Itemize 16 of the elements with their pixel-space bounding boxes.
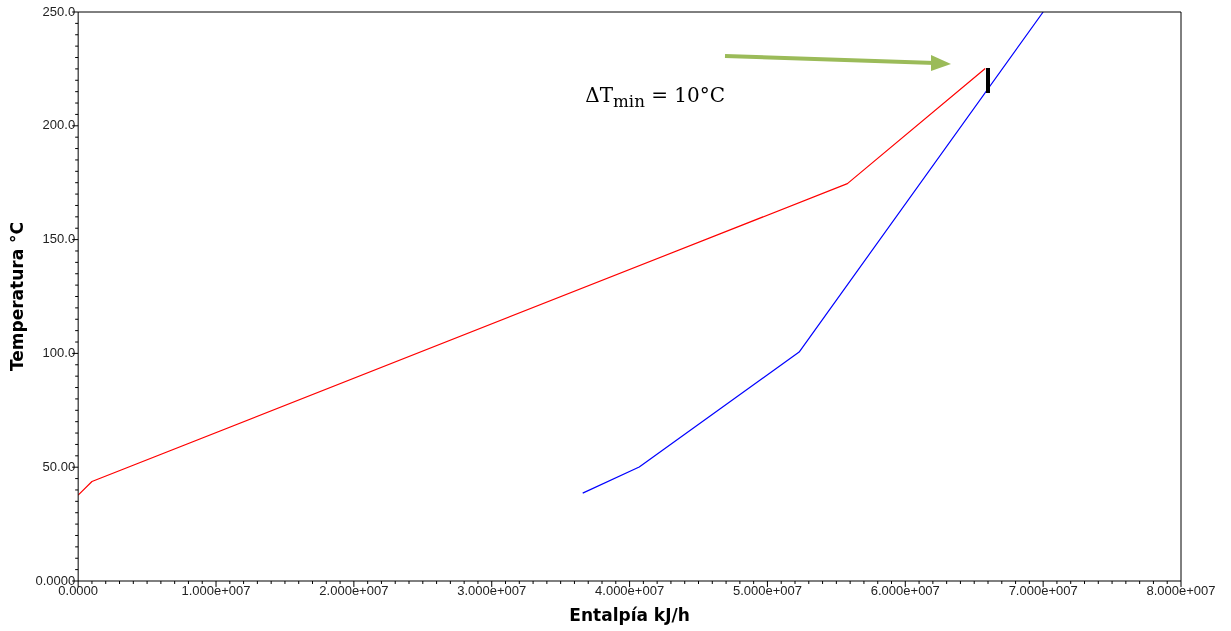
y-tick-label: 50.00 xyxy=(42,458,76,474)
y-tick-label: 100.0 xyxy=(42,344,76,360)
x-tick-label: 7.000e+007 xyxy=(1008,583,1078,599)
y-tick-label: 150.0 xyxy=(42,231,76,247)
x-tick-label: 2.000e+007 xyxy=(319,583,389,599)
x-axis-title: Entalpía kJ/h xyxy=(569,605,690,626)
x-tick-label: 5.000e+007 xyxy=(732,583,802,599)
x-tick-label: 1.000e+007 xyxy=(181,583,251,599)
y-axis-title: Temperatura °C xyxy=(6,221,27,372)
y-tick-label: 250.0 xyxy=(42,3,76,19)
annotation: ΔT$_{min}$ = 10°C xyxy=(585,83,726,112)
y-tick-label: 200.0 xyxy=(42,117,76,133)
x-tick-label: 8.000e+007 xyxy=(1146,583,1216,599)
x-tick-label: 6.000e+007 xyxy=(870,583,940,599)
x-tick-label: 3.000e+007 xyxy=(457,583,527,599)
x-tick-label: 4.000e+007 xyxy=(595,583,665,599)
